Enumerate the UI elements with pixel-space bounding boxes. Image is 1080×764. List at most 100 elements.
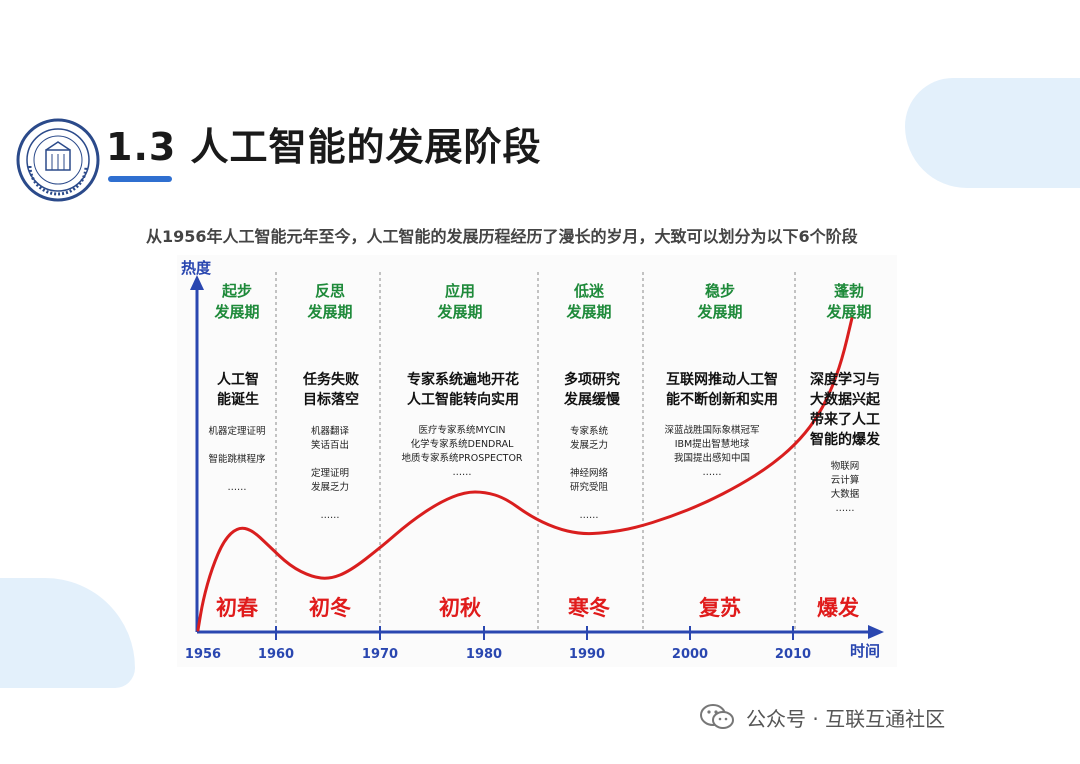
text-line: 发展期 [307,303,353,321]
period-details: 深蓝战胜国际象棋冠军 IBM提出智慧地球 我国提出感知中国 …… [664,424,759,480]
period-name: 起步 发展期 [214,281,259,323]
text-line: 低迷 [573,282,605,300]
period-event: 多项研究 发展缓慢 [564,370,620,410]
text-line: 研究受阻 [569,482,609,493]
year-label: 1990 [568,647,606,662]
text-line: 多项研究 [564,372,620,388]
period-season: 初秋 [439,596,481,620]
text-line [570,453,608,467]
heat-curve [196,316,854,632]
period-event: 深度学习与大数据兴起带来了人工智能的爆发 [810,370,880,450]
x-axis-label: 时间 [850,642,881,660]
y-axis-arrow [190,275,204,290]
period-event: 互联网推动人工智 能不断创新和实用 [666,370,778,410]
period-event: 专家系统遍地开花 人工智能转向实用 [407,370,519,410]
text-line: 发展缓慢 [564,392,620,408]
text-line: …… [579,510,599,521]
text-line: 发展乏力 [569,440,609,451]
period-season: 爆发 [817,596,859,620]
text-line: 深蓝战胜国际象棋冠军 [664,425,760,436]
text-line: 发展期 [697,303,743,321]
text-line: …… [320,510,340,521]
text-line: 发展期 [437,303,483,321]
year-label: 1956 [184,647,222,662]
year-label: 1960 [257,647,295,662]
period-details: 医疗专家系统MYCIN 化学专家系统DENDRAL 地质专家系统PROSPECTOR… [401,424,522,480]
page-subtitle: 从1956年人工智能元年至今，人工智能的发展历程经历了漫长的岁月，大致可以划分为… [146,227,858,246]
university-seal-logo [16,118,100,202]
text-line: 地质专家系统PROSPECTOR [401,453,523,464]
text-line: 人工智 [217,372,259,388]
text-line: …… [702,467,722,478]
text-line: 能不断创新和实用 [666,392,778,408]
year-label: 2000 [671,647,709,662]
text-line: 发展期 [214,303,260,321]
text-line: 笑话百出 [310,440,350,451]
text-line: 定理证明 [310,468,350,479]
decorative-cloud-top-right [905,78,1080,188]
period-event: 人工智 能诞生 [217,370,259,410]
period-event: 任务失败 目标落空 [303,370,359,410]
watermark-text: 公众号 · 互联互通社区 [746,707,946,731]
text-line: 专家系统 [569,426,609,437]
period-name: 稳步 发展期 [697,281,742,323]
text-line: 大数据兴起 [810,392,880,408]
period-season: 复苏 [699,596,741,620]
text-line: 智能的爆发 [810,432,880,448]
year-label: 1980 [465,647,503,662]
watermark: 公众号 · 互联互通社区 [702,703,945,732]
text-line: …… [452,467,472,478]
text-line: 蓬勃 [833,282,865,300]
text-line: 大数据 [830,489,860,500]
page-title: 1.3 人工智能的发展阶段 [106,125,542,169]
text-line [208,439,265,453]
period-details: 专家系统 发展乏力 神经网络 研究受阻 …… [570,425,608,523]
text-line: 化学专家系统DENDRAL [410,439,514,450]
text-line: 任务失败 [303,372,359,388]
text-line: …… [835,503,855,514]
title-underline [108,176,172,182]
y-axis-label: 热度 [181,259,212,277]
text-line: …… [227,482,247,493]
period-name: 低迷 发展期 [566,281,611,323]
text-line: 能诞生 [217,392,259,408]
text-line: 互联网推动人工智 [666,372,778,388]
text-line [311,495,349,509]
period-season: 初冬 [309,596,351,620]
period-details: 物联网 云计算 大数据 …… [831,460,860,516]
year-label: 1970 [361,647,399,662]
decorative-cloud-bottom-left [0,578,135,688]
text-line: 智能跳棋程序 [208,454,266,465]
x-axis-arrow [868,625,884,639]
text-line: 机器定理证明 [208,426,266,437]
text-line: 机器翻译 [310,426,350,437]
period-season: 初春 [216,596,258,620]
timeline-canvas [190,272,884,640]
period-name: 应用 发展期 [437,281,482,323]
text-line: IBM提出智慧地球 [674,439,750,450]
text-line: 医疗专家系统MYCIN [418,425,506,436]
text-line [208,467,265,481]
text-line: 专家系统遍地开花 [407,372,519,388]
text-line: 深度学习与 [810,372,880,388]
text-line: 起步 [221,282,253,300]
text-line: 人工智能转向实用 [407,392,519,408]
text-line: 反思 [314,282,346,300]
text-line [311,453,349,467]
text-line: 带来了人工 [810,412,880,428]
period-name: 蓬勃 发展期 [826,281,871,323]
period-season: 寒冬 [568,596,610,620]
period-name: 反思 发展期 [307,281,352,323]
text-line: 目标落空 [303,392,359,408]
ai-timeline-diagram [177,255,897,667]
text-line: 应用 [444,282,476,300]
period-details: 机器翻译笑话百出 定理证明发展乏力 …… [311,425,349,523]
text-line: 发展期 [826,303,872,321]
wechat-icon [700,704,734,729]
year-label: 2010 [774,647,812,662]
text-line [570,495,608,509]
text-line: 发展乏力 [310,482,350,493]
text-line: 稳步 [704,282,736,300]
text-line: 物联网 [830,461,860,472]
text-line: 我国提出感知中国 [673,453,751,464]
